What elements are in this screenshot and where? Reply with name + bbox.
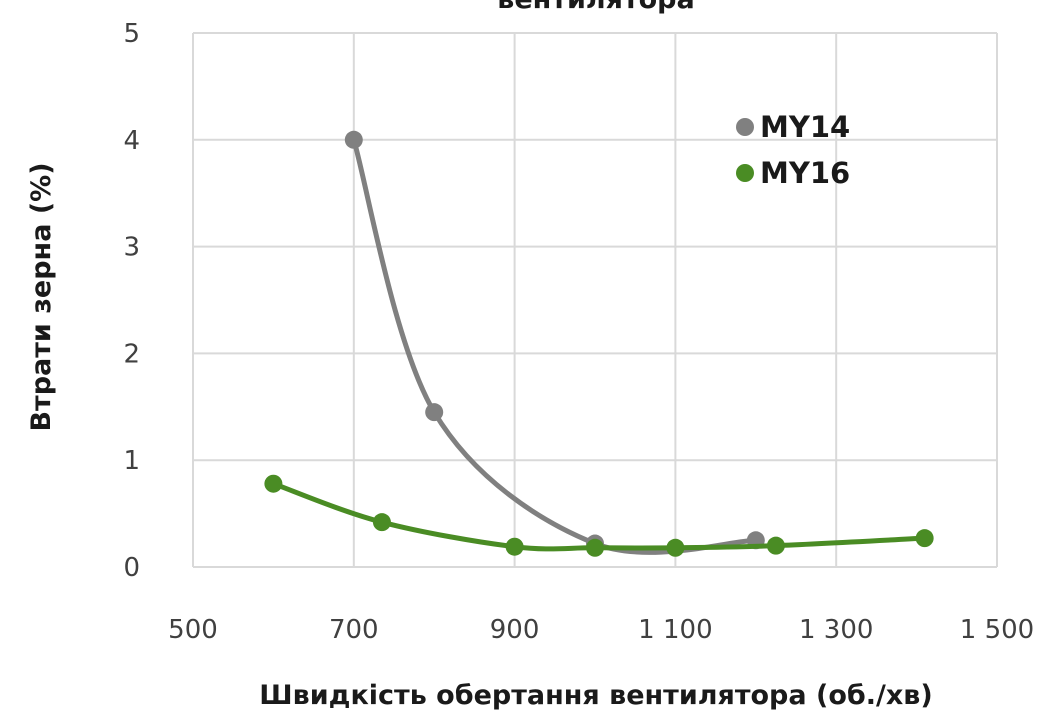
legend-marker-my16 bbox=[736, 164, 754, 182]
x-tick-label: 1 500 bbox=[960, 615, 1034, 645]
legend-marker-my14 bbox=[736, 118, 754, 136]
y-tick-label: 3 bbox=[123, 233, 140, 263]
data-point-my16 bbox=[915, 529, 934, 548]
y-tick-label: 2 bbox=[123, 339, 140, 369]
data-point-my16 bbox=[505, 537, 524, 556]
x-tick-label: 1 300 bbox=[799, 615, 873, 645]
data-point-my14 bbox=[344, 130, 363, 149]
x-tick-label: 500 bbox=[168, 615, 218, 645]
data-point-my16 bbox=[766, 536, 785, 555]
grid bbox=[192, 32, 998, 568]
x-axis-title: Швидкість обертання вентилятора (об./хв) bbox=[259, 680, 932, 711]
series-line-my14 bbox=[351, 137, 759, 555]
x-tick-label: 700 bbox=[329, 615, 379, 645]
series-my14 bbox=[344, 130, 765, 555]
x-tick-label: 1 100 bbox=[638, 615, 712, 645]
y-axis-ticks: 0 1 2 3 4 5 bbox=[123, 19, 140, 583]
data-point-my16 bbox=[586, 538, 604, 557]
data-point-my14 bbox=[425, 403, 444, 422]
x-tick-label: 900 bbox=[490, 615, 540, 645]
y-axis-title: Втрати зерна (%) bbox=[26, 162, 57, 431]
legend-label-my16: MY16 bbox=[760, 156, 850, 190]
data-point-my16 bbox=[372, 513, 391, 532]
series-layer bbox=[264, 130, 934, 557]
chart-title: вентилятора bbox=[497, 0, 694, 15]
y-tick-label: 4 bbox=[123, 126, 140, 156]
data-point-my16 bbox=[666, 538, 685, 557]
legend-label-my14: MY14 bbox=[760, 110, 850, 144]
legend: MY14 MY16 bbox=[736, 110, 850, 190]
data-point-my16 bbox=[264, 474, 283, 493]
y-tick-label: 5 bbox=[123, 19, 140, 49]
y-tick-label: 1 bbox=[123, 446, 140, 476]
x-axis-ticks: 500 700 900 1 100 1 300 1 500 bbox=[168, 615, 1034, 645]
y-tick-label: 0 bbox=[123, 553, 140, 583]
series-my16 bbox=[264, 474, 934, 557]
